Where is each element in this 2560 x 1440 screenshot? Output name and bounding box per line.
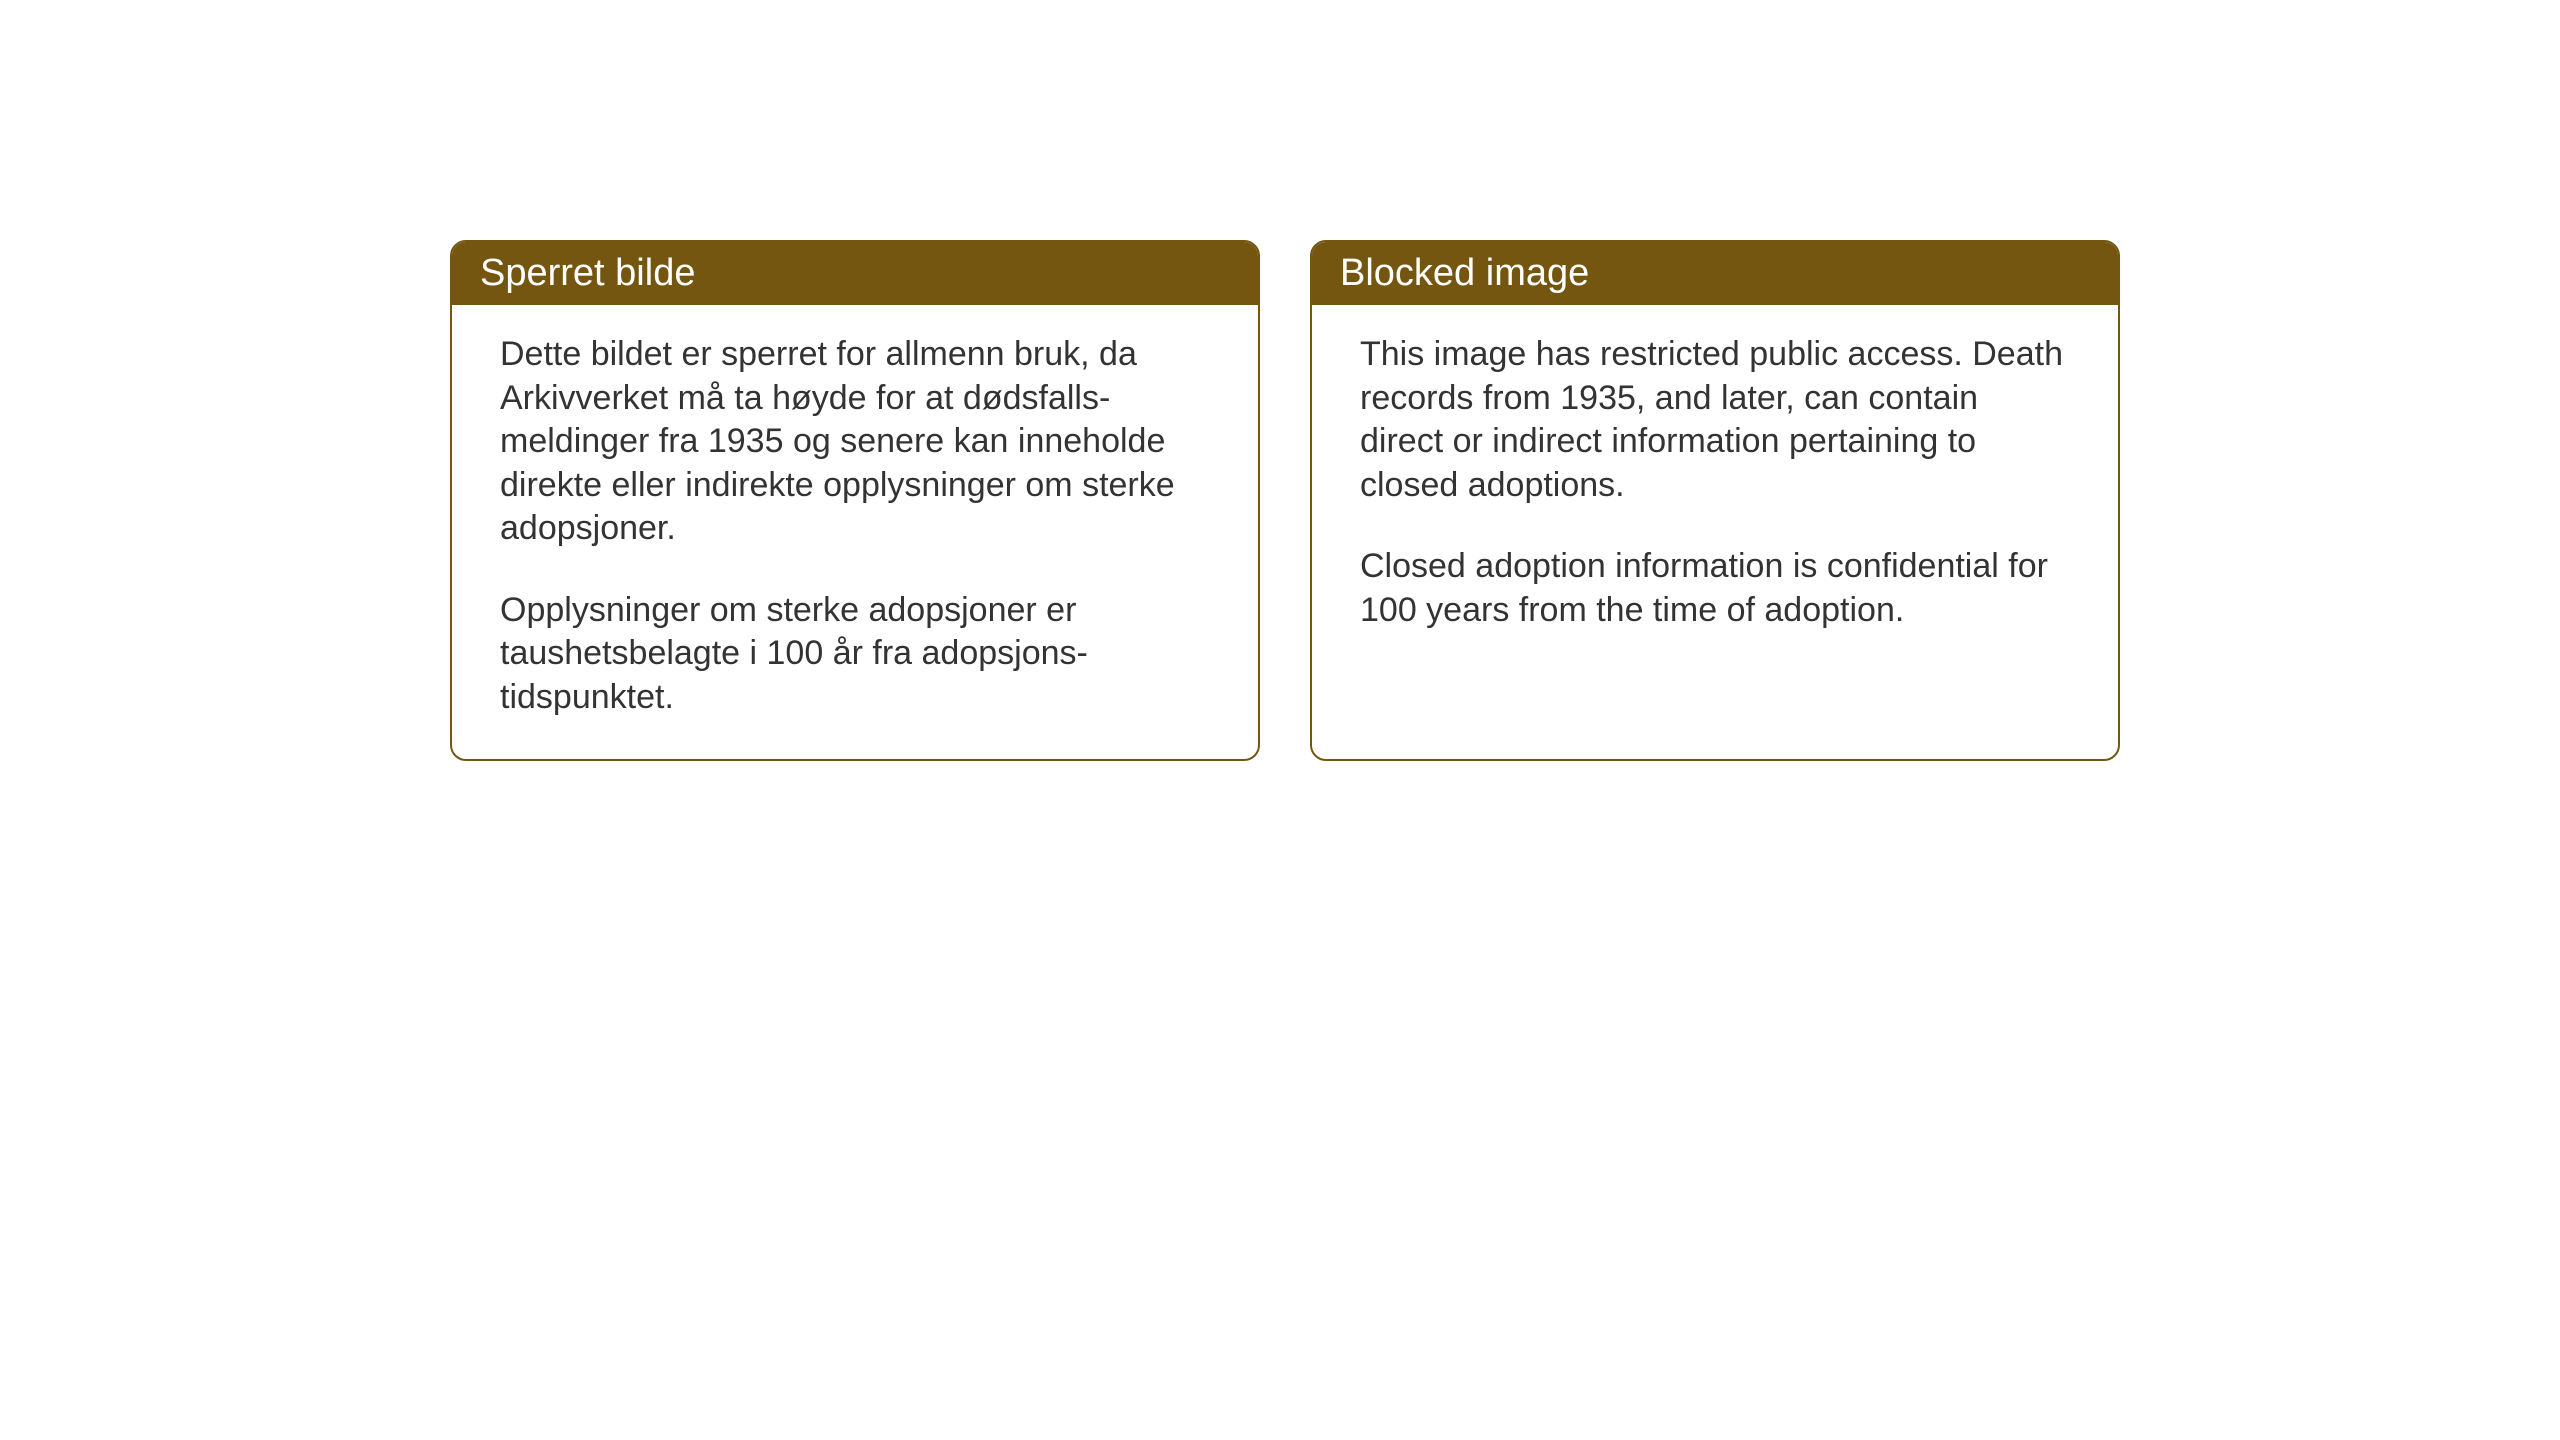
norwegian-paragraph-2: Opplysninger om sterke adopsjoner er tau… xyxy=(500,589,1210,720)
notice-container: Sperret bilde Dette bildet er sperret fo… xyxy=(0,0,2560,761)
norwegian-notice-title: Sperret bilde xyxy=(452,242,1258,305)
english-notice-body: This image has restricted public access.… xyxy=(1312,305,2118,745)
english-paragraph-1: This image has restricted public access.… xyxy=(1360,333,2070,507)
english-notice-title: Blocked image xyxy=(1312,242,2118,305)
norwegian-paragraph-1: Dette bildet er sperret for allmenn bruk… xyxy=(500,333,1210,551)
norwegian-notice-box: Sperret bilde Dette bildet er sperret fo… xyxy=(450,240,1260,761)
norwegian-notice-body: Dette bildet er sperret for allmenn bruk… xyxy=(452,305,1258,759)
english-notice-box: Blocked image This image has restricted … xyxy=(1310,240,2120,761)
english-paragraph-2: Closed adoption information is confident… xyxy=(1360,545,2070,632)
